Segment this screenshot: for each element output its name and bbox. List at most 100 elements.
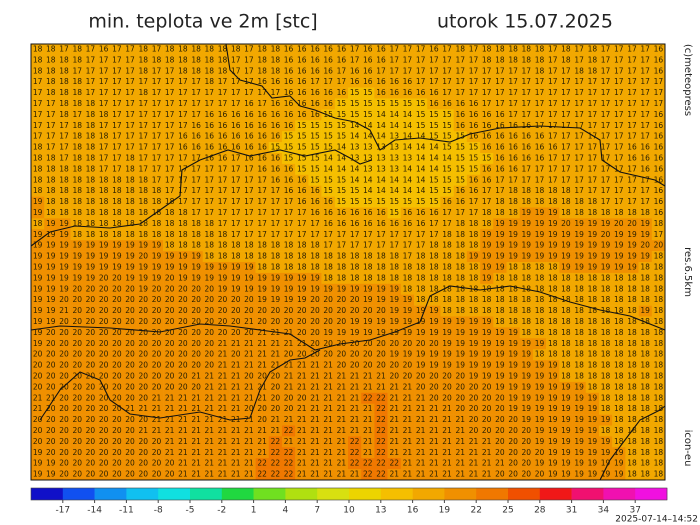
cell-value: 15 bbox=[389, 99, 399, 108]
cell-value: 21 bbox=[310, 415, 320, 424]
cell-bg bbox=[215, 349, 230, 361]
cell-bg bbox=[97, 174, 111, 186]
cell-value: 19 bbox=[574, 437, 584, 446]
cell-bg bbox=[136, 381, 151, 394]
cell-value: 19 bbox=[33, 295, 43, 304]
cell-bg bbox=[44, 218, 58, 230]
cell-bg bbox=[453, 109, 468, 121]
cell-value: 21 bbox=[389, 382, 399, 391]
cell-bg bbox=[493, 44, 507, 56]
cell-bg bbox=[493, 54, 507, 67]
cell-value: 17 bbox=[403, 230, 413, 239]
cell-value: 18 bbox=[271, 44, 281, 53]
cell-value: 17 bbox=[99, 88, 109, 97]
cell-value: 21 bbox=[191, 470, 201, 479]
cell-value: 17 bbox=[561, 77, 571, 86]
cell-bg bbox=[506, 316, 521, 328]
cell-value: 16 bbox=[284, 66, 294, 75]
cell-bg bbox=[136, 218, 151, 230]
cell-value: 16 bbox=[627, 153, 637, 162]
cell-bg bbox=[625, 229, 639, 241]
cell-value: 17 bbox=[601, 55, 611, 64]
cell-value: 20 bbox=[112, 339, 122, 348]
cell-bg bbox=[546, 163, 560, 176]
cell-value: 14 bbox=[323, 153, 333, 162]
cell-value: 19 bbox=[469, 317, 479, 326]
cell-value: 17 bbox=[218, 186, 228, 195]
cell-bg bbox=[506, 153, 521, 165]
cell-bg bbox=[427, 229, 441, 241]
cell-value: 20 bbox=[86, 295, 96, 304]
cell-value: 19 bbox=[495, 230, 505, 239]
cell-value: 15 bbox=[442, 186, 452, 195]
cell-bg bbox=[651, 294, 666, 306]
cell-value: 18 bbox=[508, 284, 518, 293]
cell-bg bbox=[598, 229, 613, 241]
cell-value: 18 bbox=[627, 437, 637, 446]
cell-value: 17 bbox=[640, 77, 650, 86]
cell-value: 18 bbox=[455, 219, 465, 228]
cell-value: 18 bbox=[588, 382, 598, 391]
cell-bg bbox=[585, 87, 600, 99]
cell-value: 17 bbox=[442, 88, 452, 97]
cell-bg bbox=[281, 272, 296, 285]
cell-bg bbox=[44, 65, 58, 77]
cell-bg bbox=[215, 425, 230, 437]
cell-bg bbox=[268, 316, 283, 328]
cell-bg bbox=[110, 251, 124, 263]
cell-value: 17 bbox=[614, 132, 624, 141]
cell-value: 18 bbox=[72, 186, 82, 195]
cell-bg bbox=[612, 142, 626, 154]
cell-bg bbox=[31, 381, 45, 394]
cell-bg bbox=[83, 174, 98, 186]
cell-bg bbox=[255, 447, 270, 459]
cell-value: 17 bbox=[178, 77, 188, 86]
cell-value: 18 bbox=[455, 306, 465, 315]
cell-bg bbox=[57, 316, 71, 328]
cell-value: 17 bbox=[601, 44, 611, 53]
cell-value: 21 bbox=[323, 437, 333, 446]
cell-value: 17 bbox=[46, 143, 56, 152]
cell-value: 21 bbox=[244, 426, 254, 435]
cell-bg bbox=[44, 240, 58, 252]
cell-value: 19 bbox=[46, 219, 56, 228]
cell-bg bbox=[493, 425, 507, 437]
cell-value: 19 bbox=[574, 470, 584, 479]
cell-bg bbox=[123, 360, 137, 372]
cell-value: 20 bbox=[191, 328, 201, 337]
cell-value: 19 bbox=[59, 241, 69, 250]
cell-bg bbox=[189, 153, 204, 165]
cell-value: 19 bbox=[508, 404, 518, 413]
cell-bg bbox=[506, 142, 521, 154]
cell-bg bbox=[163, 153, 177, 165]
cell-bg bbox=[427, 447, 441, 459]
cell-bg bbox=[427, 163, 441, 176]
cell-bg bbox=[57, 229, 71, 241]
cell-bg bbox=[598, 392, 613, 404]
cell-value: 15 bbox=[429, 121, 439, 130]
cell-bg bbox=[281, 65, 296, 77]
cell-bg bbox=[229, 207, 243, 219]
cell-value: 20 bbox=[152, 306, 162, 315]
cell-value: 20 bbox=[138, 393, 148, 402]
cell-value: 19 bbox=[561, 426, 571, 435]
cell-value: 21 bbox=[218, 350, 228, 359]
cell-bg bbox=[110, 360, 124, 372]
cell-bg bbox=[97, 65, 111, 77]
cell-value: 20 bbox=[99, 306, 109, 315]
cell-value: 21 bbox=[178, 448, 188, 457]
cell-bg bbox=[163, 76, 177, 88]
cell-bg bbox=[480, 44, 494, 56]
cell-value: 16 bbox=[469, 132, 479, 141]
cell-bg bbox=[215, 76, 230, 88]
cell-value: 21 bbox=[403, 437, 413, 446]
cell-bg bbox=[176, 229, 190, 241]
cell-bg bbox=[493, 153, 507, 165]
cell-value: 17 bbox=[495, 77, 505, 86]
cell-value: 19 bbox=[601, 437, 611, 446]
cell-value: 16 bbox=[482, 110, 492, 119]
cell-value: 16 bbox=[257, 143, 267, 152]
cell-bg bbox=[638, 98, 653, 110]
cell-bg bbox=[612, 196, 626, 208]
cell-bg bbox=[625, 44, 639, 56]
